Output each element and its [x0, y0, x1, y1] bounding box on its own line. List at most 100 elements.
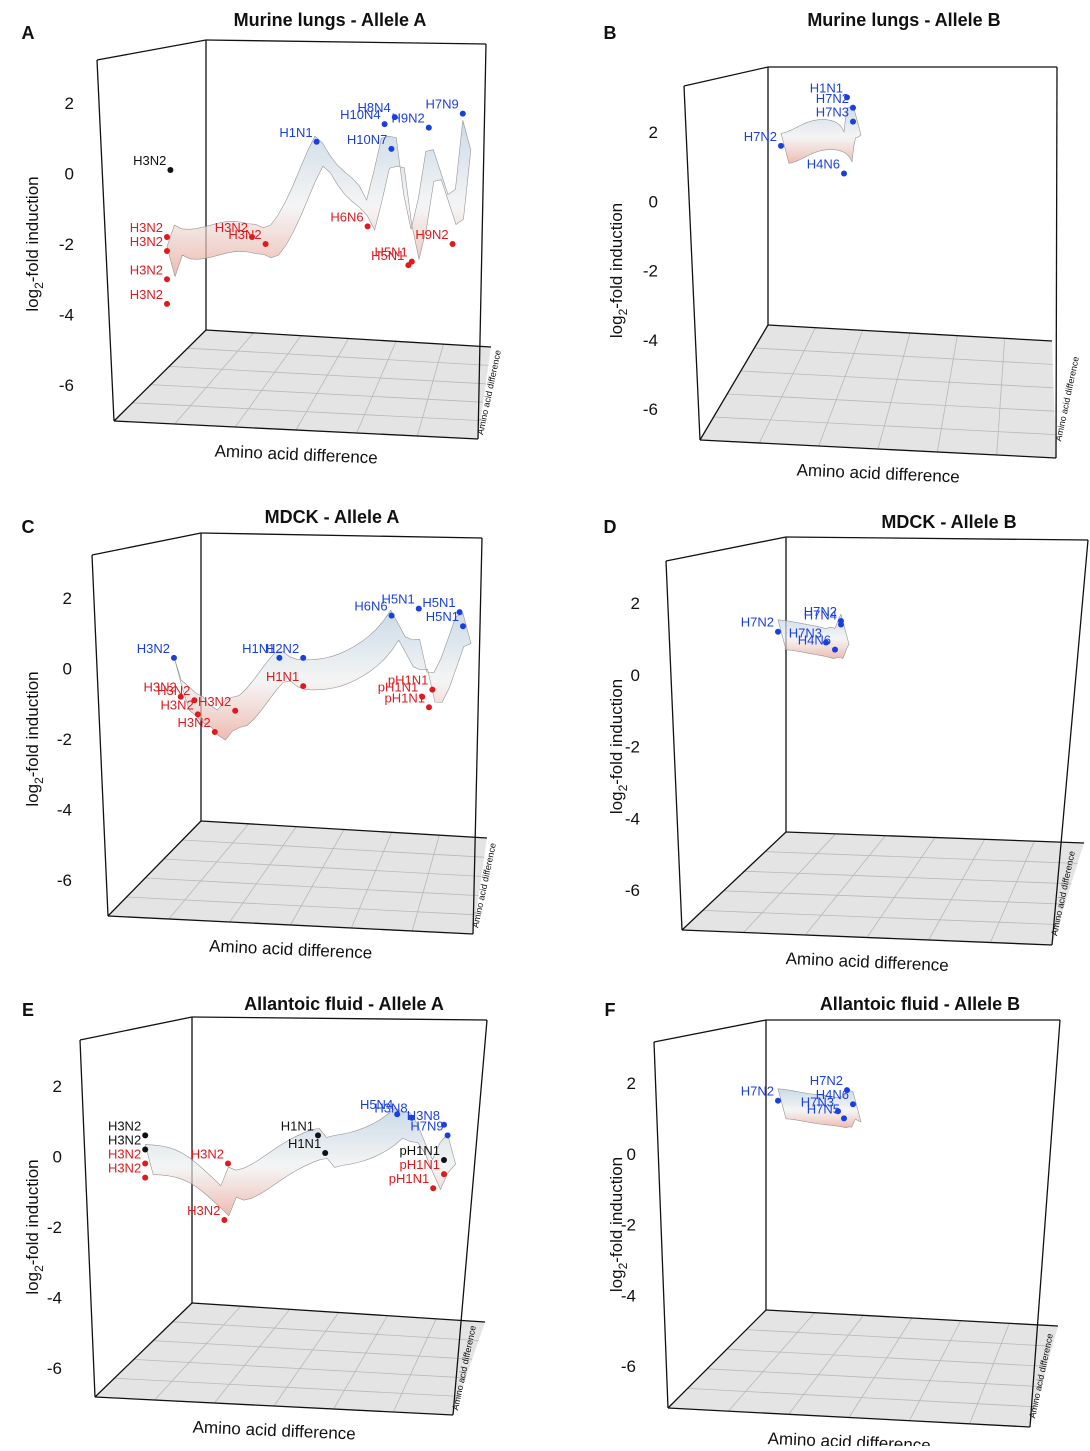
floor: [108, 821, 487, 934]
data-point: [191, 697, 198, 704]
point-label: H3N2: [108, 1161, 141, 1176]
floor-grid-line: [163, 858, 482, 877]
floor-grid-line: [743, 833, 836, 933]
data-point: [832, 646, 838, 653]
data-point: [381, 121, 388, 128]
data-point: [459, 110, 466, 117]
y-axis-label: log2-fold induction: [23, 671, 46, 806]
data-point: [441, 1121, 447, 1128]
data-point: [778, 142, 784, 149]
box-edge: [1055, 66, 1058, 459]
data-point: [841, 170, 847, 177]
box-edge: [683, 66, 769, 87]
point-label: H2N2: [266, 641, 299, 656]
data-point: [388, 612, 395, 619]
panel-letter: B: [604, 23, 617, 43]
box-edge: [667, 1309, 767, 1409]
point-label: H3N2: [178, 715, 211, 730]
point-label: H3N2: [161, 697, 194, 712]
data-point: [164, 233, 170, 240]
data-point: [823, 639, 829, 646]
floor-grid-line: [758, 327, 816, 444]
floor-grid-line: [411, 835, 440, 932]
panel-a: H3N2H3N2H3N2H3N2H3N2H3N2H3N2H1N1H6N6H10N…: [22, 10, 503, 468]
data-point: [460, 623, 466, 630]
y-axis-label: log2-fold induction: [607, 203, 630, 338]
y-tick-label: -6: [625, 881, 640, 900]
box-edge: [200, 532, 483, 539]
point-label: H3N2: [133, 153, 166, 168]
box-edge: [785, 831, 1085, 844]
point-label: H3N2: [130, 220, 163, 235]
y-tick-label: -2: [59, 235, 74, 254]
point-label: H8N4: [358, 100, 391, 115]
y-tick-label: -6: [57, 871, 72, 890]
floor: [114, 330, 491, 439]
data-point: [388, 145, 395, 152]
floor: [682, 832, 1084, 945]
point-label: H5N1: [426, 609, 459, 624]
panel-title: Murine lungs - Allele B: [807, 10, 1000, 30]
data-point: [844, 1087, 850, 1094]
y-tick-label: 0: [53, 1148, 62, 1167]
floor-grid-line: [235, 335, 302, 428]
point-label: H1N1: [242, 641, 275, 656]
y-tick-label: -6: [621, 1357, 636, 1376]
box-edge: [681, 831, 787, 931]
box-edge: [113, 420, 479, 440]
floor-grid-line: [818, 330, 864, 447]
y-tick-label: 2: [649, 123, 658, 142]
point-label: H7N3: [816, 105, 849, 120]
data-point: [841, 1115, 847, 1122]
floor-grid-line: [154, 1305, 242, 1401]
box-edge: [452, 1019, 488, 1416]
point-label: H4N6: [816, 1087, 849, 1102]
box-edge: [113, 329, 207, 422]
floor-grid-line: [153, 1340, 473, 1360]
panel-c: H3N2H3N2H3N2H3N2H3N2H3N2H1N1H2N2H1N1H6N6…: [22, 507, 498, 963]
box-edge: [191, 1302, 486, 1323]
x-axis-label: Amino acid difference: [209, 936, 373, 962]
panel-letter: C: [22, 517, 35, 537]
point-label: H7N2: [804, 604, 837, 619]
y-axis-label: log2-fold induction: [23, 1159, 46, 1294]
point-label: H7N2: [810, 1073, 843, 1088]
data-point: [300, 654, 307, 661]
data-point: [164, 300, 170, 307]
z-axis-label: Amino acid difference: [1053, 356, 1081, 443]
y-tick-label: -4: [625, 809, 640, 828]
floor-grid-line: [174, 332, 254, 425]
x-axis-label: Amino acid difference: [796, 460, 960, 486]
floor-grid-line: [172, 1321, 479, 1341]
floor-grid-line: [416, 344, 444, 437]
point-label: H5N1: [382, 592, 415, 607]
floor-grid-line: [273, 1312, 339, 1407]
floor-grid-line: [765, 851, 1078, 864]
floor-grid-line: [996, 338, 1006, 456]
point-label: H3N2: [130, 262, 163, 277]
box-edge: [681, 929, 1053, 946]
data-point: [142, 1174, 149, 1181]
floor-grid-line: [132, 402, 481, 421]
floor-grid-line: [969, 1323, 1010, 1424]
x-axis-label: Amino acid difference: [192, 1417, 356, 1443]
floor-grid-line: [877, 332, 911, 450]
floor-grid-line: [744, 870, 1072, 885]
floor-grid-line: [295, 338, 349, 431]
point-label: H4N6: [798, 633, 831, 648]
panel-title: Allantoic fluid - Allele B: [820, 994, 1020, 1014]
data-point: [167, 166, 174, 173]
y-axis-label: log2-fold induction: [607, 679, 630, 814]
point-label: H7N9: [426, 97, 459, 112]
point-label: pH1N1: [400, 1143, 440, 1158]
point-label: H3N2: [187, 1203, 220, 1218]
y-tick-label: 2: [65, 94, 74, 113]
point-label: H1N1: [266, 669, 299, 684]
data-point: [449, 241, 456, 247]
data-point: [394, 1111, 401, 1118]
point-label: H3N8: [374, 1101, 407, 1116]
data-point: [315, 1132, 321, 1139]
